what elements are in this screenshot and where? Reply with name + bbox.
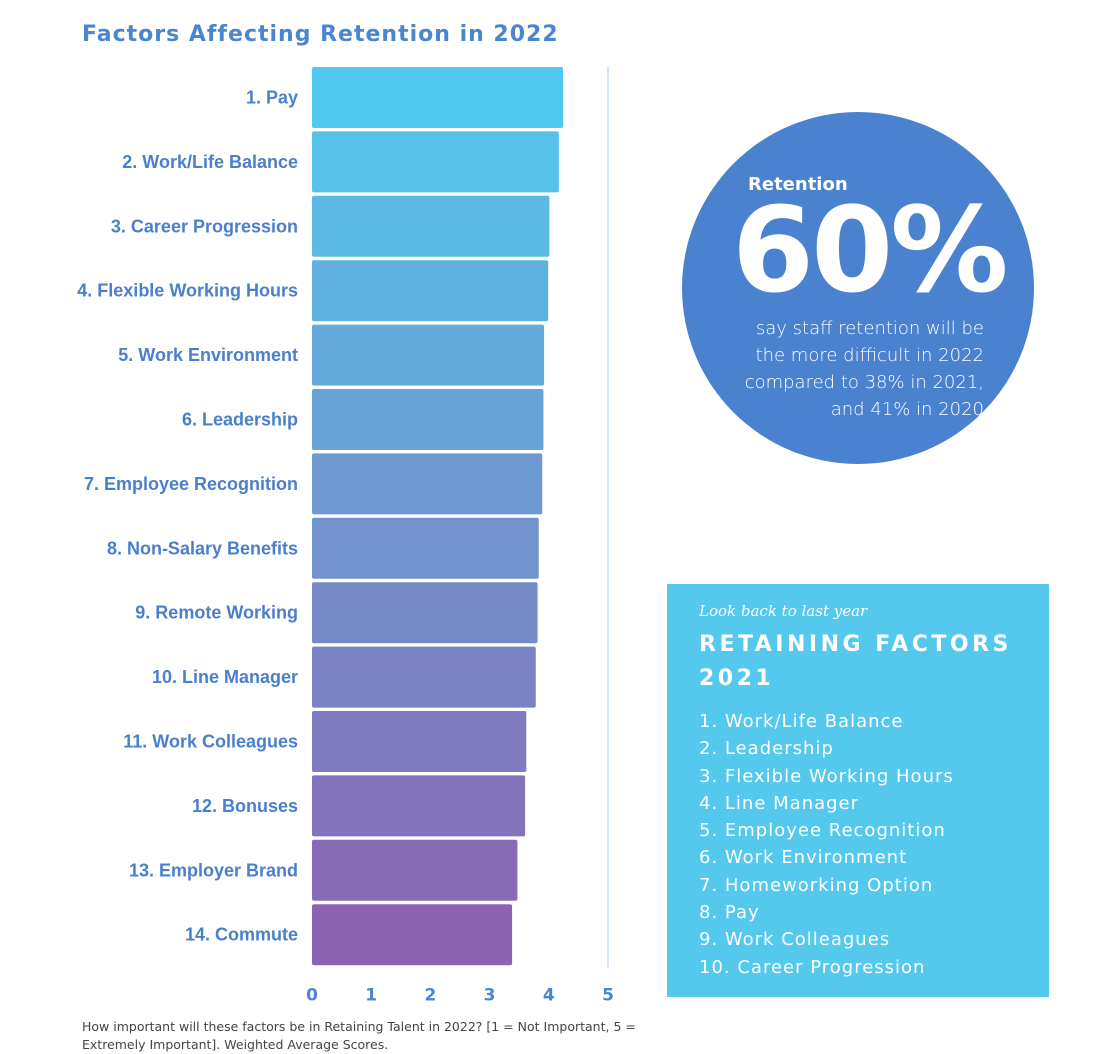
retention-stat-description: say staff retention will be the more dif…: [684, 315, 984, 423]
list-item: 3. Flexible Working Hours: [699, 765, 954, 787]
x-tick-label: 2: [424, 986, 436, 1006]
retaining-factors-2021-panel: Look back to last year RETAINING FACTORS…: [667, 584, 1049, 997]
category-label: 5. Work Environment: [118, 345, 298, 365]
list-item: 10. Career Progression: [699, 956, 926, 978]
category-label: 7. Employee Recognition: [84, 474, 298, 494]
bar-chart: 1. Pay 2. Work/Life Balance 3. Career Prog…: [77, 67, 614, 1006]
category-label: 11. Work Colleagues: [123, 732, 298, 752]
category-label: 14. Commute: [185, 925, 298, 945]
category-label: 4. Flexible Working Hours: [77, 281, 298, 301]
category-label: 13. Employer Brand: [129, 860, 298, 880]
bar: [312, 67, 564, 128]
bar: [312, 646, 536, 708]
list-item: 2. Leadership: [699, 738, 834, 760]
x-tick-label: 4: [543, 986, 555, 1006]
bar: [312, 582, 538, 644]
list-item: 8. Pay: [699, 902, 760, 924]
x-tick-label: 0: [306, 986, 318, 1006]
x-tick-label: 1: [365, 986, 377, 1006]
bar: [312, 195, 550, 257]
bar: [312, 839, 518, 901]
x-tick-label: 3: [484, 986, 496, 1006]
retention-stat-value: 60%: [732, 181, 1008, 319]
x-tick-label: 5: [602, 986, 614, 1006]
retention-stat-circle: Retention 60% say staff retention will b…: [682, 112, 1034, 464]
category-label: 9. Remote Working: [135, 603, 298, 623]
list-item: 6. Work Environment: [699, 847, 908, 869]
category-label: 1. Pay: [246, 88, 298, 108]
retention-desc-line: the more difficult in 2022: [755, 345, 984, 366]
bar: [312, 260, 549, 322]
panel-kicker: Look back to last year: [699, 602, 868, 620]
category-label: 10. Line Manager: [152, 667, 298, 687]
list-item: 5. Employee Recognition: [699, 820, 946, 842]
category-label: 6. Leadership: [182, 410, 298, 430]
retention-desc-line: and 41% in 2020: [830, 399, 984, 420]
panel-heading: RETAINING FACTORS 2021: [699, 628, 1039, 696]
retention-desc-line: say staff retention will be: [755, 318, 984, 339]
chart-footnote: How important will these factors be in R…: [82, 1019, 636, 1052]
bar: [312, 517, 539, 579]
bar: [312, 775, 526, 837]
chart-title: Factors Affecting Retention in 2022: [82, 22, 559, 47]
bar: [312, 904, 513, 966]
category-label: 8. Non-Salary Benefits: [107, 538, 298, 558]
list-item: 9. Work Colleagues: [699, 929, 891, 951]
retention-desc-line: compared to 38% in 2021,: [744, 372, 984, 393]
bar: [312, 389, 544, 450]
list-item: 1. Work/Life Balance: [699, 711, 904, 732]
retaining-factors-list: 1. Work/Life Balance 2. Leadership 3. Fl…: [699, 708, 954, 981]
list-item: 7. Homeworking Option: [699, 874, 934, 896]
bar: [312, 324, 545, 386]
retention-stat-label: Retention: [748, 174, 848, 195]
category-label: 12. Bonuses: [192, 796, 298, 816]
panel-heading-line: 2021: [699, 666, 775, 691]
category-label: 2. Work/Life Balance: [122, 152, 298, 172]
bar: [312, 453, 543, 515]
bar: [312, 711, 527, 772]
category-label: 3. Career Progression: [111, 216, 298, 236]
list-item: 4. Line Manager: [699, 792, 860, 814]
panel-heading-line: RETAINING FACTORS: [699, 632, 1012, 657]
bar: [312, 131, 559, 193]
